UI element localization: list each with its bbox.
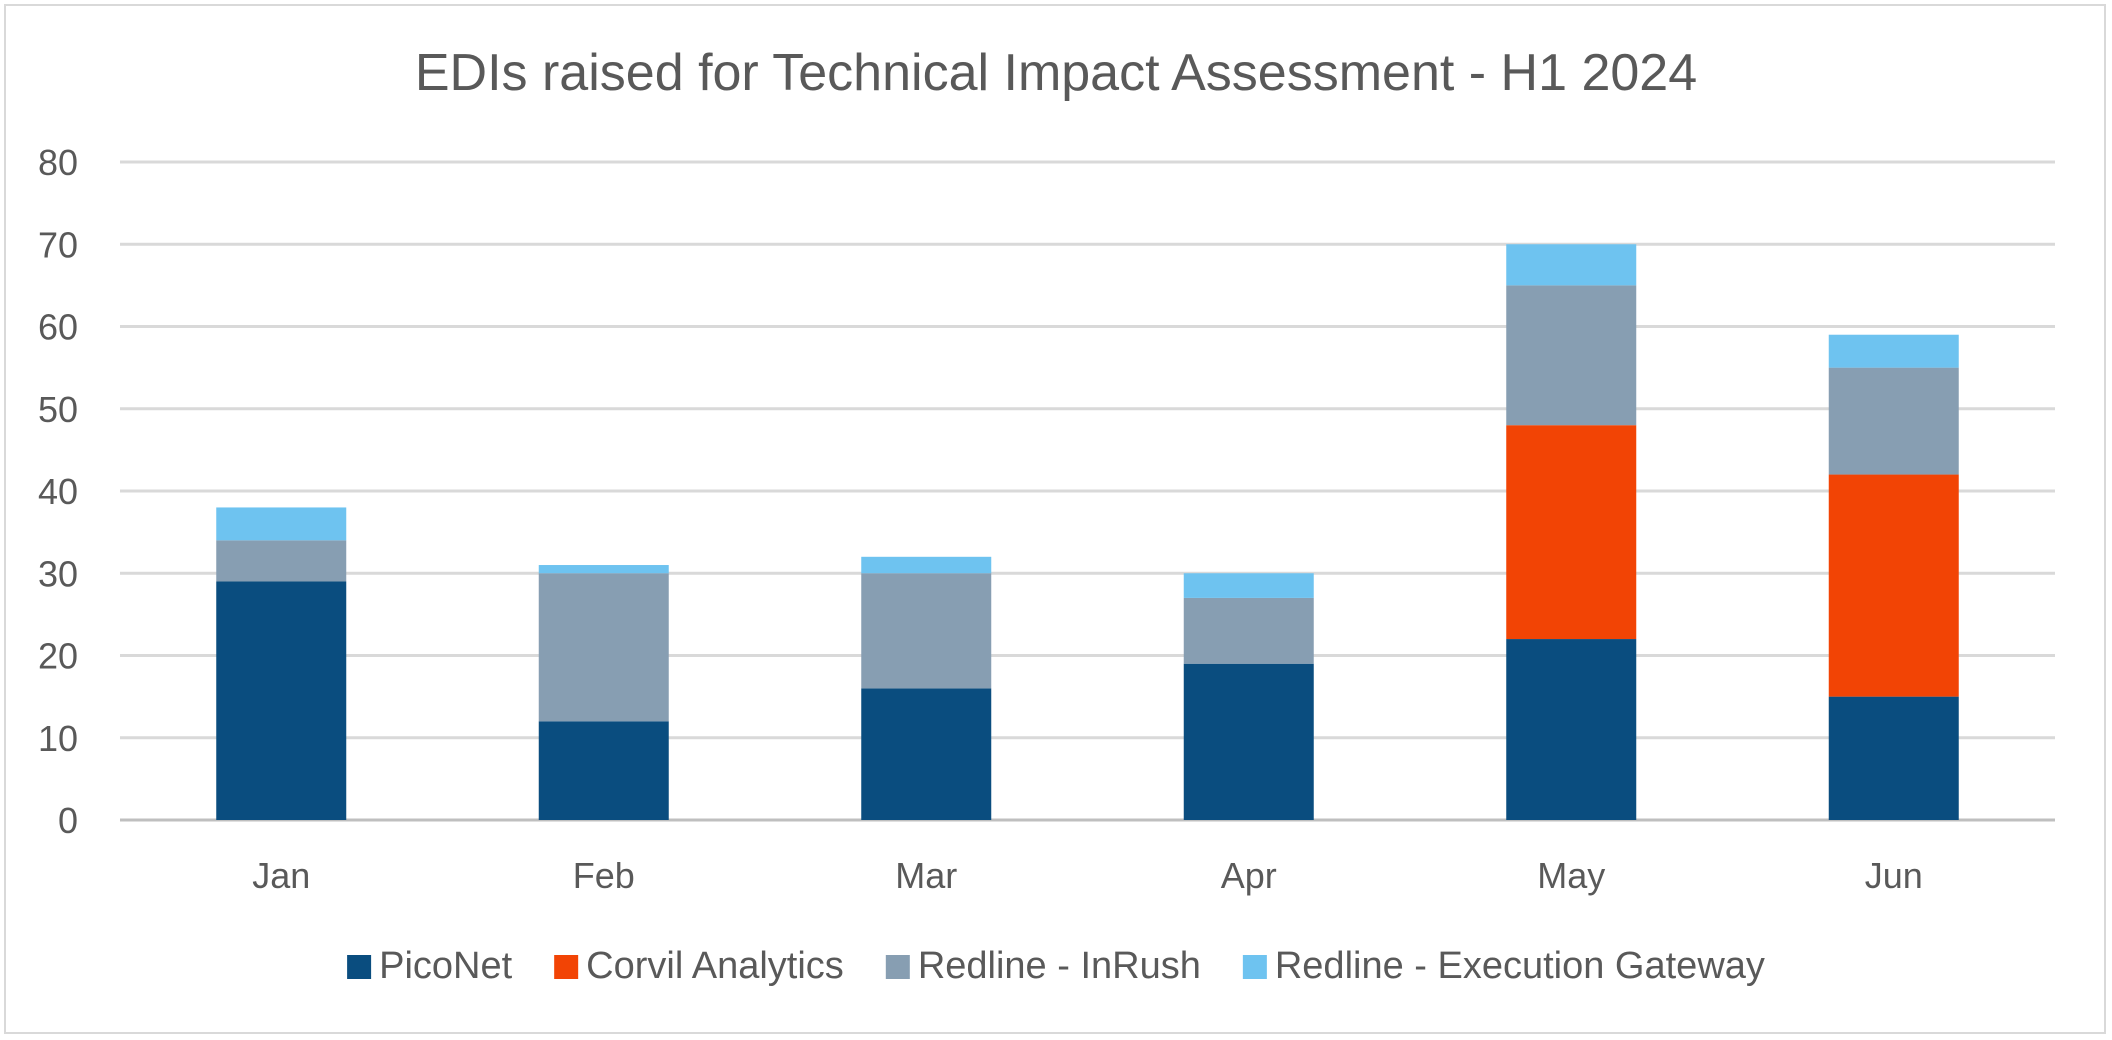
bar-segment xyxy=(216,581,347,820)
y-tick-label: 80 xyxy=(38,142,78,183)
x-tick-label: Jun xyxy=(1865,855,1923,896)
bar-segment xyxy=(1506,639,1637,820)
bar-segment xyxy=(1828,334,1959,368)
legend-swatch xyxy=(885,955,910,979)
bar-segment xyxy=(1506,285,1637,426)
legend-item: Redline - Execution Gateway xyxy=(1242,945,1765,987)
bar-segment xyxy=(861,556,992,574)
bars xyxy=(216,244,1959,820)
bar-segment xyxy=(1828,474,1959,697)
x-tick-label: Feb xyxy=(573,855,635,896)
x-tick-label: Apr xyxy=(1221,855,1277,896)
bar-segment xyxy=(1183,597,1314,664)
bar-segment xyxy=(216,540,347,582)
y-tick-label: 10 xyxy=(38,718,78,759)
legend-swatch xyxy=(1242,955,1267,979)
chart-frame xyxy=(4,4,2106,1034)
gridlines xyxy=(120,160,2055,822)
y-tick-label: 70 xyxy=(38,224,78,265)
bar-segment xyxy=(1183,573,1314,598)
legend-item: Redline - InRush xyxy=(885,945,1201,987)
legend-item: PicoNet xyxy=(347,945,513,987)
y-tick-label: 30 xyxy=(38,553,78,594)
bar-segment xyxy=(216,507,347,541)
bar-segment xyxy=(1506,425,1637,640)
y-axis-tick-labels: 0 10 20 30 40 50 60 70 80 xyxy=(38,142,78,841)
bar-segment xyxy=(861,688,992,820)
bar-segment xyxy=(538,721,669,820)
bar-segment xyxy=(1828,367,1959,475)
y-tick-label: 40 xyxy=(38,471,78,512)
x-tick-label: Mar xyxy=(895,855,957,896)
bar-segment xyxy=(538,573,669,722)
legend: PicoNet Corvil Analytics Redline - InRush R… xyxy=(347,945,1765,987)
y-tick-label: 0 xyxy=(58,800,78,841)
bar-segment xyxy=(1506,244,1637,286)
x-axis-tick-labels: Jan Feb Mar Apr May Jun xyxy=(252,855,1923,896)
legend-label: Corvil Analytics xyxy=(586,945,844,987)
y-tick-label: 20 xyxy=(38,636,78,677)
legend-item: Corvil Analytics xyxy=(554,945,844,987)
x-tick-label: May xyxy=(1537,855,1605,896)
bar-segment xyxy=(538,565,669,574)
chart-title: EDIs raised for Technical Impact Assessm… xyxy=(415,44,1697,102)
legend-label: Redline - Execution Gateway xyxy=(1275,945,1765,987)
bar-segment xyxy=(861,573,992,689)
y-tick-label: 50 xyxy=(38,389,78,430)
legend-swatch xyxy=(347,955,372,979)
bar-segment xyxy=(1828,696,1959,820)
y-tick-label: 60 xyxy=(38,307,78,348)
legend-label: PicoNet xyxy=(379,945,512,987)
legend-label: Redline - InRush xyxy=(918,945,1201,987)
x-tick-label: Jan xyxy=(252,855,310,896)
bar-segment xyxy=(1183,663,1314,820)
legend-swatch xyxy=(554,955,579,979)
